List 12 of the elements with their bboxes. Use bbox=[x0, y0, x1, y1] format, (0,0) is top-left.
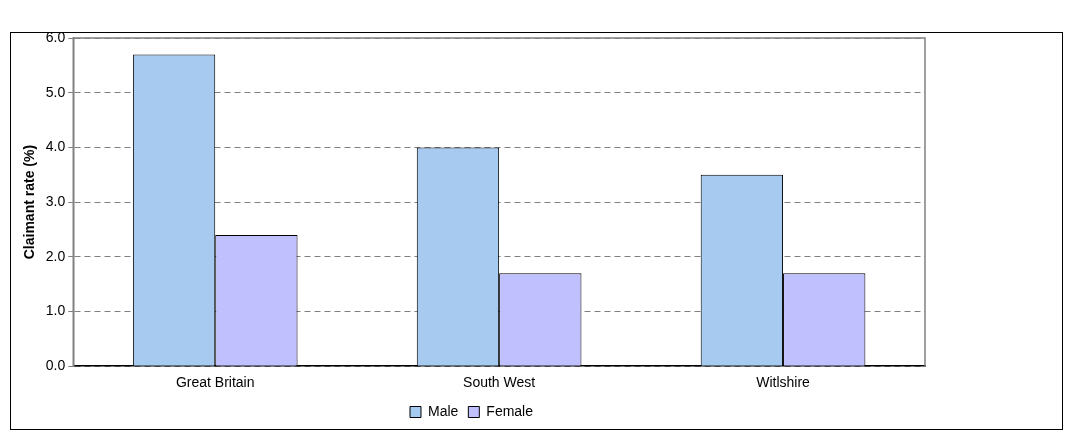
legend-label: Female bbox=[486, 402, 534, 419]
y-tick-label: 3.0 bbox=[45, 192, 66, 209]
legend-label: Male bbox=[427, 402, 459, 419]
y-tick-label: 5.0 bbox=[45, 83, 66, 100]
x-tick-label: Witlshire bbox=[756, 374, 811, 391]
y-axis-title: Claimant rate (%) bbox=[21, 144, 38, 260]
x-tick-label: Great Britain bbox=[175, 374, 255, 391]
x-tick-label: South West bbox=[463, 374, 536, 391]
y-tick-label: 2.0 bbox=[45, 247, 66, 264]
y-tick-label: 0.0 bbox=[45, 357, 66, 374]
y-tick-label: 4.0 bbox=[45, 138, 66, 155]
y-tick-label: 1.0 bbox=[45, 302, 66, 319]
